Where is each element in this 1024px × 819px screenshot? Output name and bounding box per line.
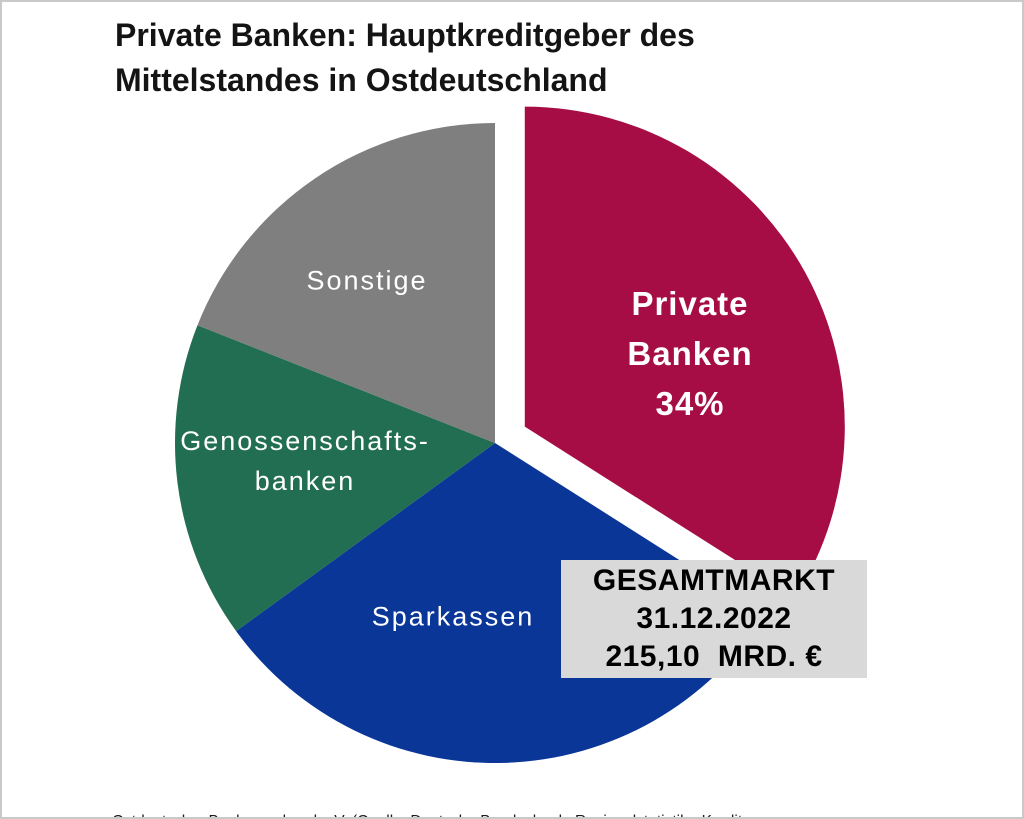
pie-slice-sonstige: [197, 123, 495, 443]
gesamtmarkt-callout: GESAMTMARKT 31.12.2022 215,10 MRD. €: [561, 560, 867, 678]
callout-total: 215,10 MRD. €: [605, 640, 823, 673]
slice-label-private-banken: Private Banken 34%: [627, 285, 753, 422]
slice-label-sparkassen: Sparkassen: [371, 601, 535, 632]
slice-label-sonstige: Sonstige: [306, 265, 428, 296]
chart-title-line2: Mittelstandes in Ostdeutschland: [115, 62, 608, 98]
slice-label-genossenschaftsbanken: Genossenschafts- banken: [180, 426, 430, 496]
source-note: Ostdeutscher Bankenverband e.V. (Quelle:…: [112, 767, 772, 817]
callout-title: GESAMTMARKT: [592, 564, 836, 597]
pie-slice-sparkassen: [236, 443, 766, 764]
pie-slice-genossenschaftsbanken: [174, 325, 495, 632]
source-note-line1: Ostdeutscher Bankenverband e.V. (Quelle:…: [112, 811, 772, 817]
callout-date: 31.12.2022: [636, 602, 792, 635]
chart-title: Private Banken: Hauptkreditgeber des Mit…: [115, 13, 695, 103]
pie-slice-private-banken: [524, 106, 845, 599]
chart-title-line1: Private Banken: Hauptkreditgeber des: [115, 17, 695, 53]
